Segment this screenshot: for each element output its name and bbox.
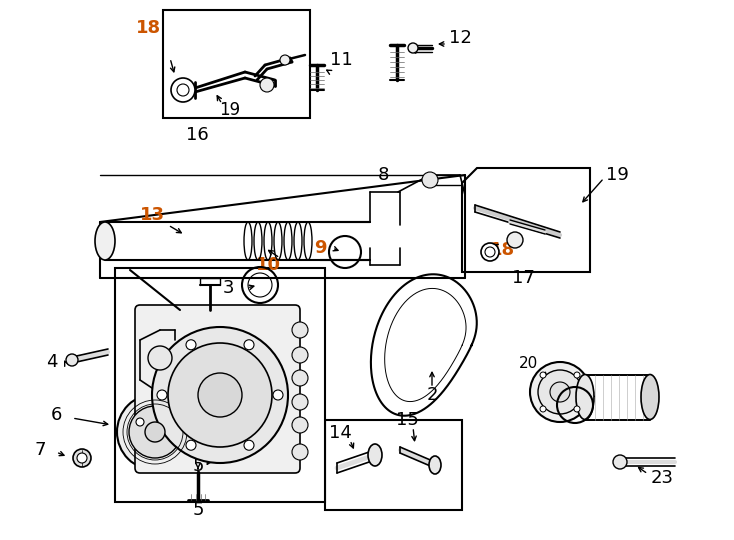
Circle shape (292, 322, 308, 338)
Circle shape (244, 340, 254, 350)
Ellipse shape (576, 375, 594, 420)
Circle shape (540, 372, 546, 378)
Polygon shape (462, 168, 590, 272)
Circle shape (198, 373, 242, 417)
Text: 4: 4 (46, 353, 58, 371)
Circle shape (177, 84, 189, 96)
Ellipse shape (429, 456, 441, 474)
Circle shape (292, 394, 308, 410)
Circle shape (260, 78, 274, 92)
Circle shape (292, 417, 308, 433)
Text: 18: 18 (136, 19, 161, 37)
Text: 11: 11 (330, 51, 352, 69)
Text: 14: 14 (329, 424, 352, 442)
Text: 7: 7 (34, 441, 46, 459)
Circle shape (145, 422, 165, 442)
Text: 13: 13 (139, 206, 164, 224)
Text: 21: 21 (548, 375, 567, 390)
Circle shape (292, 347, 308, 363)
Circle shape (273, 390, 283, 400)
Ellipse shape (641, 375, 659, 420)
Text: 6: 6 (51, 406, 62, 424)
FancyBboxPatch shape (135, 305, 300, 473)
Circle shape (613, 455, 627, 469)
Circle shape (530, 362, 590, 422)
Circle shape (408, 43, 418, 53)
Circle shape (485, 247, 495, 257)
Circle shape (244, 440, 254, 450)
Bar (115, 268, 325, 502)
Text: 15: 15 (396, 411, 418, 429)
Circle shape (280, 55, 290, 65)
Text: 9: 9 (313, 239, 326, 257)
Circle shape (171, 78, 195, 102)
Circle shape (117, 394, 193, 470)
Text: 22: 22 (573, 386, 592, 401)
Circle shape (186, 340, 196, 350)
Text: 5: 5 (192, 501, 204, 519)
Text: 3: 3 (222, 279, 233, 297)
Text: 5: 5 (192, 457, 204, 475)
Text: 10: 10 (255, 256, 280, 274)
Circle shape (148, 346, 172, 370)
Ellipse shape (368, 444, 382, 466)
Bar (163, 10, 310, 118)
Circle shape (507, 232, 523, 248)
Circle shape (538, 370, 582, 414)
Circle shape (73, 449, 91, 467)
Circle shape (550, 382, 570, 402)
Text: 17: 17 (512, 269, 534, 287)
Circle shape (481, 243, 499, 261)
Circle shape (292, 370, 308, 386)
Circle shape (152, 327, 288, 463)
Circle shape (157, 390, 167, 400)
Circle shape (129, 406, 181, 458)
Text: 18: 18 (490, 241, 515, 259)
Circle shape (292, 444, 308, 460)
Text: 2: 2 (426, 386, 437, 404)
Circle shape (574, 372, 580, 378)
Circle shape (540, 406, 546, 412)
Bar (325, 420, 462, 510)
Text: 23: 23 (650, 469, 674, 487)
Ellipse shape (95, 222, 115, 260)
Text: 20: 20 (518, 355, 537, 370)
Circle shape (186, 440, 196, 450)
Text: 1: 1 (229, 423, 241, 441)
Text: 12: 12 (448, 29, 471, 47)
Text: 16: 16 (186, 126, 208, 144)
Circle shape (574, 406, 580, 412)
Circle shape (136, 418, 144, 426)
Circle shape (77, 453, 87, 463)
Circle shape (168, 343, 272, 447)
Text: 19: 19 (606, 166, 628, 184)
Circle shape (66, 354, 78, 366)
Text: 19: 19 (219, 101, 241, 119)
Circle shape (422, 172, 438, 188)
Text: 8: 8 (377, 166, 389, 184)
